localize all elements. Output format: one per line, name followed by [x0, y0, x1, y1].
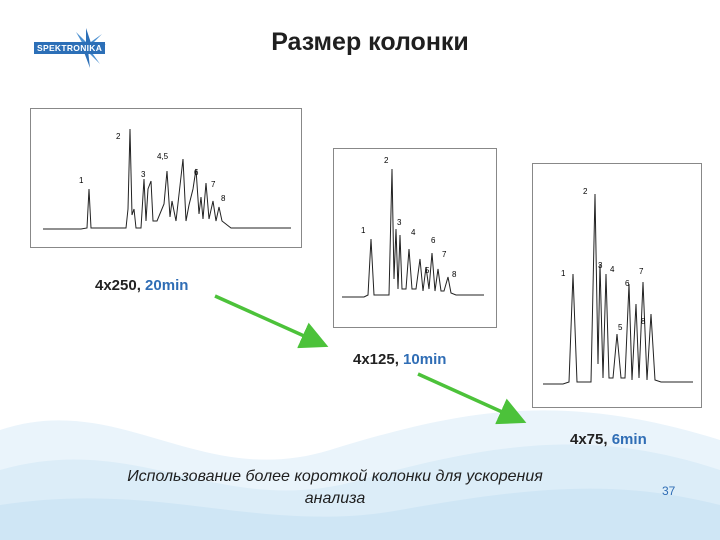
peak-label: 1: [361, 226, 366, 235]
run-time: 10min: [403, 351, 447, 368]
run-time: 20min: [145, 277, 189, 294]
background-waves: [0, 410, 720, 540]
caption-4x250: 4x250, 20min: [95, 277, 188, 294]
peak-label: 2: [583, 187, 588, 196]
caption-4x125: 4x125, 10min: [353, 351, 446, 368]
chromatogram-4x75: 1 2 3 4 5 6 7 8: [532, 163, 702, 408]
run-time: 6min: [611, 431, 647, 448]
caption-4x75: 4x75, 6min: [570, 431, 647, 448]
chromatogram-4x125-plot: 1 2 3 4 5 6 7 8: [342, 156, 484, 298]
peak-label: 7: [639, 267, 644, 276]
peak-label: 8: [452, 270, 457, 279]
peak-label: 1: [79, 176, 84, 185]
peak-label: 6: [625, 279, 630, 288]
chromatogram-4x250-plot: 1 2 3 4,5 6 7 8: [43, 128, 291, 230]
peak-label: 6: [431, 236, 436, 245]
peak-label: 8: [221, 194, 226, 203]
peak-label: 4: [610, 265, 615, 274]
chromatogram-4x125: 1 2 3 4 5 6 7 8: [333, 148, 497, 328]
footer-line-2: анализа: [304, 490, 366, 507]
slide-title: Размер колонки: [271, 28, 469, 56]
peak-label: 1: [561, 269, 566, 278]
peak-label: 3: [141, 170, 146, 179]
column-size: 4x75,: [570, 431, 612, 448]
peak-label: 5: [618, 323, 623, 332]
peak-label: 5: [425, 266, 430, 275]
peak-label: 4,5: [157, 152, 169, 161]
footer-line-1: Использование более короткой колонки для…: [127, 468, 543, 485]
chromatogram-4x250: 1 2 3 4,5 6 7 8: [30, 108, 302, 248]
peak-label: 4: [411, 228, 416, 237]
column-size: 4x125,: [353, 351, 404, 368]
peak-label: 7: [442, 250, 447, 259]
chromatogram-4x75-plot: 1 2 3 4 5 6 7 8: [543, 187, 693, 385]
arrow-1: [214, 294, 329, 349]
peak-label: 2: [116, 132, 121, 141]
page-number: 37: [662, 484, 676, 498]
column-size: 4x250,: [95, 277, 146, 294]
peak-label: 3: [397, 218, 402, 227]
logo-wordmark: SPEKTRONIKA: [34, 42, 106, 54]
peak-label: 7: [211, 180, 216, 189]
peak-label: 3: [598, 261, 603, 270]
footer-note: Использование более короткой колонки для…: [40, 466, 630, 510]
peak-label: 8: [641, 317, 646, 326]
peak-label: 6: [194, 168, 199, 177]
peak-label: 2: [384, 156, 389, 165]
